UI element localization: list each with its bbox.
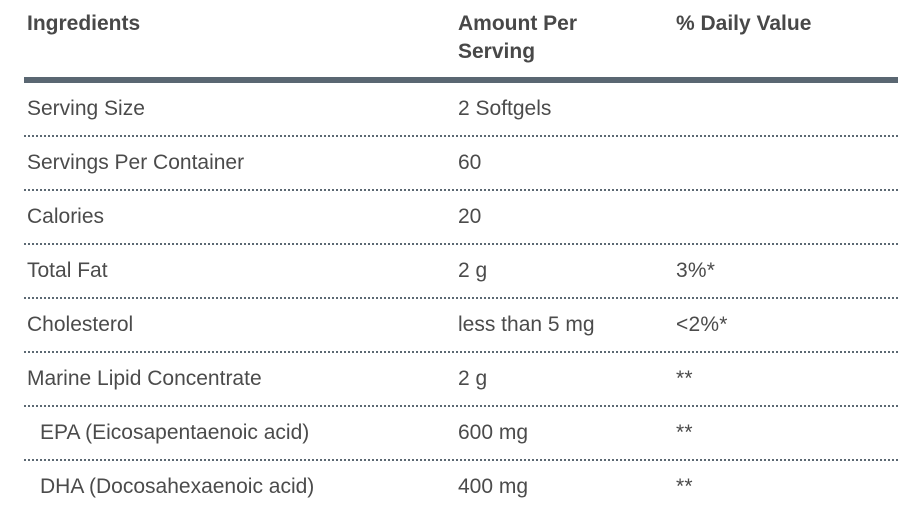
amount-value: 2 g — [458, 367, 488, 390]
ingredient-name: EPA (Eicosapentaenoic acid) — [40, 421, 310, 444]
amount-value: 2 g — [458, 259, 488, 282]
daily-value: ** — [676, 367, 693, 390]
ingredient-name: Marine Lipid Concentrate — [27, 367, 262, 390]
daily-value: 3%* — [676, 259, 716, 282]
ingredient-name: Calories — [27, 205, 105, 228]
daily-value: ** — [676, 421, 693, 444]
ingredient-name: Total Fat — [27, 259, 108, 282]
table-row-cholesterol: Cholesterol less than 5 mg <2%* — [24, 299, 898, 353]
daily-value: ** — [676, 475, 693, 498]
amount-value: 60 — [458, 151, 482, 174]
table-row-servings-per-container: Servings Per Container 60 — [24, 137, 898, 191]
ingredient-name: Servings Per Container — [27, 151, 245, 174]
table-row-dha: DHA (Docosahexaenoic acid) 400 mg ** — [24, 461, 898, 513]
column-header-amount-label: Amount Per Serving — [458, 12, 578, 63]
table-row-marine-lipid-concentrate: Marine Lipid Concentrate 2 g ** — [24, 353, 898, 407]
column-header-daily-value: % Daily Value — [676, 12, 812, 35]
ingredient-name: Serving Size — [27, 97, 145, 120]
amount-value: 20 — [458, 205, 482, 228]
amount-value: 600 mg — [458, 421, 529, 444]
ingredient-name: DHA (Docosahexaenoic acid) — [40, 475, 315, 498]
ingredient-name: Cholesterol — [27, 313, 134, 336]
amount-value: 2 Softgels — [458, 97, 552, 120]
amount-value: less than 5 mg — [458, 313, 595, 336]
table-header-row: Ingredients Amount Per Serving % Daily V… — [24, 0, 898, 83]
column-header-amount-per-serving: Amount Per Serving — [458, 10, 676, 66]
amount-value: 400 mg — [458, 475, 529, 498]
table-row-total-fat: Total Fat 2 g 3%* — [24, 245, 898, 299]
table-row-calories: Calories 20 — [24, 191, 898, 245]
table-row-serving-size: Serving Size 2 Softgels — [24, 83, 898, 137]
daily-value: <2%* — [676, 313, 728, 336]
table-row-epa: EPA (Eicosapentaenoic acid) 600 mg ** — [24, 407, 898, 461]
column-header-ingredients: Ingredients — [27, 12, 141, 35]
